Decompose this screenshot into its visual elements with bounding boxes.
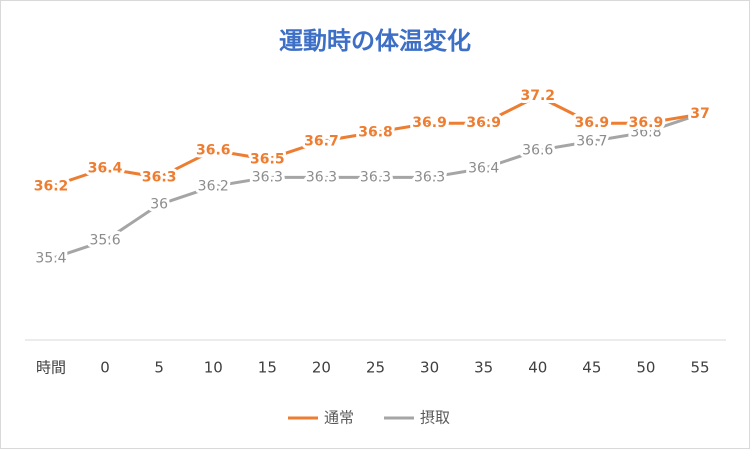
data-label: 36.7 (576, 133, 607, 149)
x-tick-label: 20 (312, 359, 331, 377)
data-label: 36.9 (412, 115, 447, 131)
x-tick-label: 30 (420, 359, 439, 377)
data-label: 36.3 (252, 169, 283, 185)
data-label: 36.3 (360, 169, 391, 185)
line-series (50, 94, 701, 188)
data-label: 36.2 (198, 178, 229, 194)
data-label: 36.7 (304, 133, 339, 149)
data-label: 36 (150, 197, 168, 213)
data-label: 36.9 (466, 115, 501, 131)
data-label: 36.8 (630, 124, 661, 140)
data-label: 36.6 (196, 142, 231, 158)
data-label: 35.4 (35, 251, 66, 267)
x-tick-label: 40 (528, 359, 547, 377)
data-label: 36.9 (629, 115, 664, 131)
chart-title: 運動時の体温変化 (279, 27, 471, 55)
x-tick-label: 45 (582, 359, 601, 377)
data-label: 36.3 (414, 169, 445, 185)
x-tick-label: 15 (258, 359, 277, 377)
data-label: 36.3 (142, 169, 177, 185)
data-label: 36.4 (88, 160, 123, 176)
x-tick-label: 50 (636, 359, 655, 377)
data-label: 35.6 (89, 233, 120, 249)
x-tick-label: 5 (154, 359, 164, 377)
data-label: 36.8 (358, 124, 393, 140)
x-tick-label: 25 (366, 359, 385, 377)
x-tick-label: 10 (204, 359, 223, 377)
data-label: 37.2 (520, 88, 555, 104)
line-series (50, 112, 701, 261)
data-label: 36.4 (468, 160, 499, 176)
data-label: 36.9 (575, 115, 610, 131)
data-label: 36.5 (250, 151, 285, 167)
legend-label: 通常 (324, 409, 354, 427)
x-tick-label: 35 (474, 359, 493, 377)
x-tick-label: 55 (690, 359, 709, 377)
data-label: 36.2 (34, 178, 69, 194)
data-label: 36.6 (522, 142, 553, 158)
legend-label: 摂取 (420, 409, 450, 427)
data-label: 37 (691, 106, 709, 122)
x-tick-label: 0 (100, 359, 110, 377)
data-label: 37 (690, 106, 709, 122)
x-tick-label: 時間 (36, 359, 66, 377)
data-label: 36.3 (306, 169, 337, 185)
